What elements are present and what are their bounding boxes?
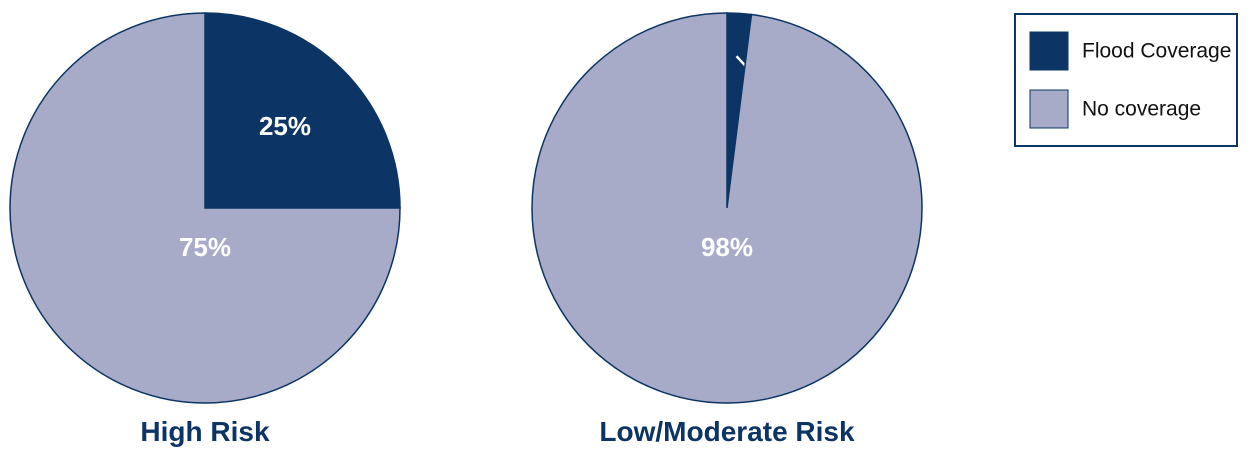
slice-label-flood-coverage: 25% xyxy=(259,111,311,141)
slice-label-no-coverage: 75% xyxy=(179,232,231,262)
pie-slice-no-coverage xyxy=(531,12,923,404)
high-risk-pie: 25% 75% xyxy=(9,12,401,404)
legend: Flood Coverage No coverage xyxy=(1014,13,1238,147)
low-moderate-risk-title: Low/Moderate Risk xyxy=(599,416,855,447)
legend-swatch-flood-coverage xyxy=(1029,31,1069,71)
pie-slice-flood-coverage xyxy=(204,12,401,209)
legend-swatch-no-coverage xyxy=(1029,89,1069,129)
legend-label-flood-coverage: Flood Coverage xyxy=(1082,40,1231,63)
legend-label-no-coverage: No coverage xyxy=(1082,98,1201,121)
slice-label-no-coverage: 98% xyxy=(701,232,753,262)
pie-slice-no-coverage xyxy=(9,12,401,404)
high-risk-title: High Risk xyxy=(140,416,270,447)
low-moderate-risk-pie: 2%98% xyxy=(531,12,923,404)
